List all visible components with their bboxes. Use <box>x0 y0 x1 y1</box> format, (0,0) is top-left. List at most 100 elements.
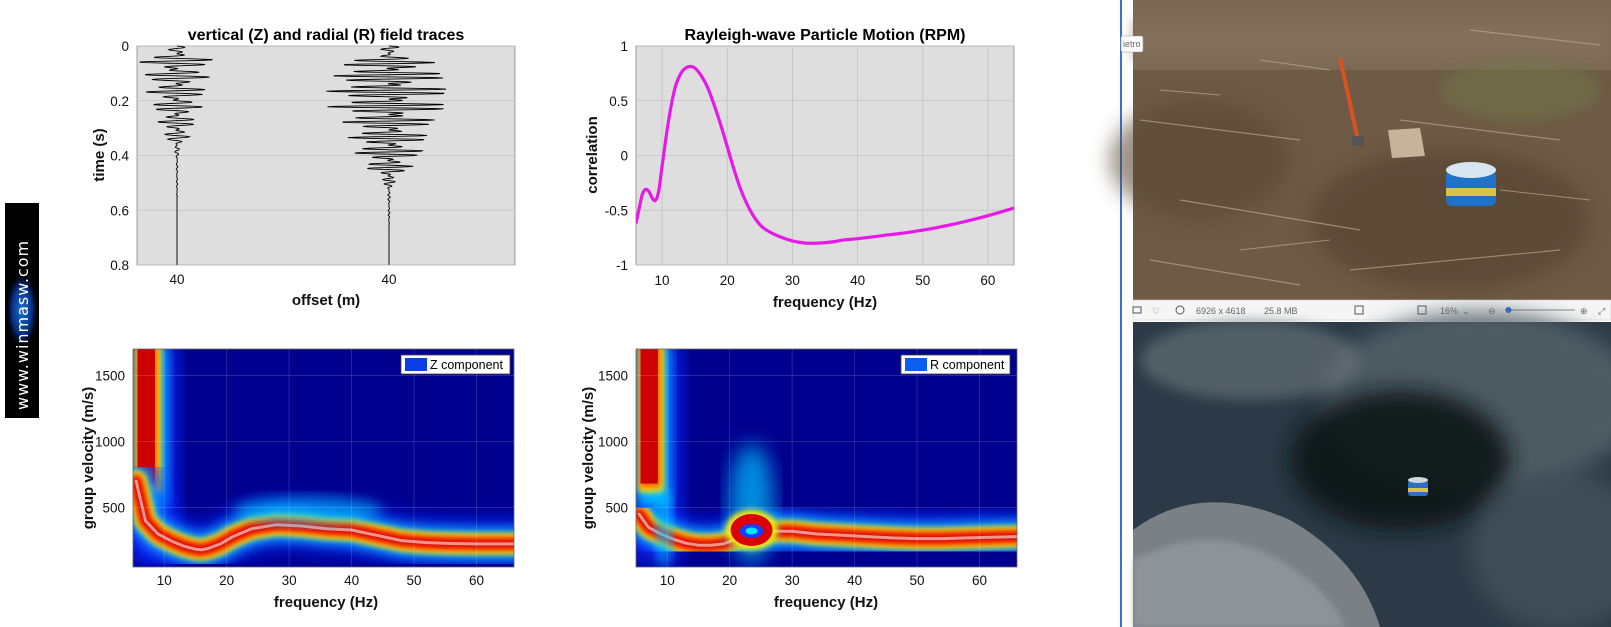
rpm-ytick-label: 1 <box>620 39 628 54</box>
r-yticks: 500 1000 1500 <box>598 368 628 515</box>
traces-panel: 0 0.2 0.4 0.6 0.8 40 40 vertical (Z) and radi… <box>91 27 516 309</box>
r-xtick-label: 60 <box>972 573 987 588</box>
r-legend: R component <box>900 354 1011 375</box>
z-xtick-label: 50 <box>407 573 422 588</box>
actual-size-icon[interactable] <box>1417 305 1427 315</box>
rpm-series-line <box>636 64 1014 245</box>
r-ytick-label: 500 <box>605 501 628 516</box>
traces-xtick-label: 40 <box>169 272 184 287</box>
rpm-xticks: 10 20 30 40 50 60 <box>655 273 996 288</box>
traces-title: vertical (Z) and radial (R) field traces <box>188 27 465 44</box>
r-plot-frame <box>635 348 1018 568</box>
r-bubble-center <box>745 527 758 535</box>
cave-photo[interactable] <box>1133 310 1611 627</box>
r-xticks: 10 20 30 40 50 60 <box>660 573 987 588</box>
z-ytick-label: 1000 <box>95 434 125 449</box>
rpm-ytick-label: -1 <box>616 258 628 273</box>
traces-xtick-label: 40 <box>381 272 396 287</box>
r-xtick-label: 50 <box>910 573 925 588</box>
z-spectrogram-panel: Z component 500 1000 1500 10 20 30 40 50 60 fre… <box>80 348 515 611</box>
r-xtick-label: 10 <box>660 573 675 588</box>
traces-ytick-label: 0.8 <box>110 258 129 273</box>
traces-grid <box>137 45 515 266</box>
r-grid <box>636 349 1017 567</box>
zoom-select[interactable]: 16% <box>1440 306 1458 316</box>
r-legend-label: R component <box>930 358 1005 372</box>
filmstrip-icon[interactable] <box>1132 306 1142 314</box>
rpm-xtick-label: 30 <box>785 273 800 288</box>
r-spectrogram-panel: R component 500 1000 1500 10 20 30 40 50 60 fre… <box>580 348 1018 611</box>
rpm-title: Rayleigh-wave Particle Motion (RPM) <box>685 27 966 44</box>
info-icon[interactable] <box>1175 305 1185 315</box>
rpm-ytick-label: 0.5 <box>609 94 628 109</box>
traces-ytick-label: 0.2 <box>110 94 129 109</box>
rpm-x-axis-label: frequency (Hz) <box>773 294 877 311</box>
rpm-y-axis-label: correlation <box>584 116 601 194</box>
z-legend: Z component <box>400 354 511 375</box>
z-xtick-label: 40 <box>344 573 359 588</box>
rpm-yticks: -1 -0.5 0 0.5 1 <box>605 39 628 273</box>
photo-file-size: 25.8 MB <box>1264 306 1298 316</box>
traces-yticks: 0 0.2 0.4 0.6 0.8 <box>110 39 129 273</box>
trace-r-line <box>326 45 447 265</box>
watermark-glow <box>5 270 39 350</box>
z-yticks: 500 1000 1500 <box>95 368 125 515</box>
traces-lines <box>139 45 447 265</box>
z-xtick-label: 30 <box>282 573 297 588</box>
rpm-xtick-label: 10 <box>655 273 670 288</box>
z-ytick-label: 500 <box>102 501 125 516</box>
rpm-ytick-label: 0 <box>620 149 628 164</box>
cave-geophone-device <box>1408 477 1428 496</box>
z-y-axis-label: group velocity (m/s) <box>80 387 97 530</box>
z-legend-label: Z component <box>430 358 503 372</box>
rpm-xtick-label: 60 <box>980 273 995 288</box>
expand-icon[interactable]: ⤢ <box>1597 306 1605 316</box>
r-x-axis-label: frequency (Hz) <box>774 594 878 611</box>
tooltip: ietro <box>1120 35 1144 53</box>
watermark-text: www.winmasw.com <box>13 240 32 410</box>
field-photo[interactable] <box>1110 0 1611 300</box>
plate <box>1388 128 1425 158</box>
fit-screen-icon[interactable] <box>1354 305 1364 315</box>
traces-ytick-label: 0.6 <box>110 203 129 218</box>
traces-y-axis-label: time (s) <box>91 128 108 181</box>
traces-xticks: 40 40 <box>169 272 396 287</box>
r-ytick-label: 1000 <box>598 434 628 449</box>
z-heatmap <box>133 349 514 567</box>
r-ytick-label: 1500 <box>598 368 628 383</box>
heart-icon[interactable]: ♡ <box>1152 306 1160 316</box>
r-heatmap <box>636 349 1017 567</box>
rpm-panel: -1 -0.5 0 0.5 1 10 20 30 40 50 60 Rayleigh-wave P… <box>584 27 1015 311</box>
hammer-handle <box>1338 57 1360 141</box>
z-xtick-label: 20 <box>219 573 234 588</box>
zoom-in-icon[interactable]: ⊕ <box>1580 306 1588 316</box>
z-secondary-band <box>232 496 383 525</box>
z-xtick-label: 60 <box>469 573 484 588</box>
traces-ytick-label: 0 <box>121 39 129 54</box>
z-xtick-label: 10 <box>157 573 172 588</box>
z-x-axis-label: frequency (Hz) <box>274 594 378 611</box>
z-plot-frame <box>132 348 515 568</box>
rpm-xtick-label: 50 <box>915 273 930 288</box>
traces-x-axis-label: offset (m) <box>292 292 360 309</box>
geophone-device <box>1446 162 1496 206</box>
photo-dimensions: 6926 x 4618 <box>1196 306 1246 316</box>
r-xtick-label: 20 <box>722 573 737 588</box>
r-y-axis-label: group velocity (m/s) <box>580 387 597 530</box>
traces-ytick-label: 0.4 <box>110 149 129 164</box>
z-ytick-label: 1500 <box>95 368 125 383</box>
z-grid <box>133 349 514 567</box>
hammer-head <box>1352 136 1364 146</box>
z-legend-swatch <box>405 358 427 371</box>
rpm-ytick-label: -0.5 <box>605 203 628 218</box>
watermark-badge: www.winmasw.com <box>5 203 39 418</box>
photo-viewer-window: ♡ 6926 x 4618 25.8 MB 16% ⌄ ⊖ ⊕ ⤢ <box>1110 0 1611 627</box>
z-ridge-layer <box>134 479 514 552</box>
rpm-xtick-label: 40 <box>850 273 865 288</box>
r-xtick-label: 40 <box>847 573 862 588</box>
z-legend-box <box>400 354 511 375</box>
z-xticks: 10 20 30 40 50 60 <box>157 573 484 588</box>
r-low-branch <box>656 487 673 567</box>
tooltip-text: ietro <box>1123 39 1141 49</box>
